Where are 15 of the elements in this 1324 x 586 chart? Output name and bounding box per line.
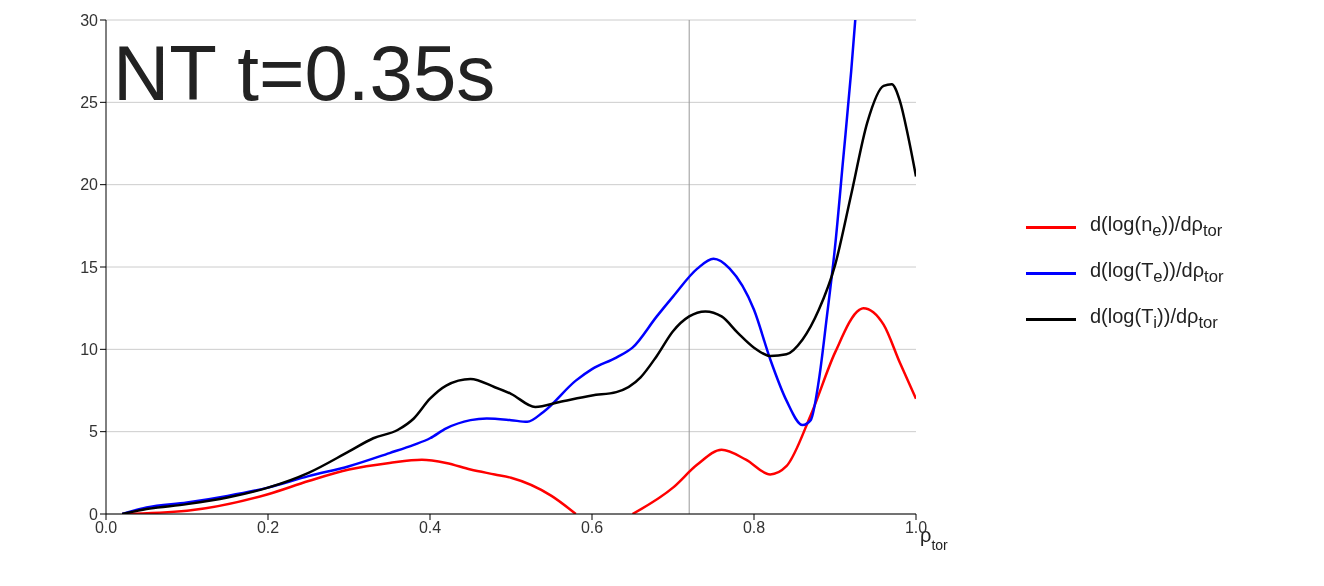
legend-label: d(log(T$_{e}$))/dρ$_{tor}$ xyxy=(1090,259,1224,287)
x-tick-label: 0.2 xyxy=(256,519,280,537)
chart-title: NT t=0.35s xyxy=(113,29,496,117)
y-tick-label: 15 xyxy=(80,258,99,276)
y-tick-label: 25 xyxy=(80,94,99,112)
x-tick-label: 0.6 xyxy=(580,519,604,537)
y-tick-label: 20 xyxy=(80,176,99,194)
legend-label: d(log(T$_{i}$))/dρ$_{tor}$ xyxy=(1090,305,1218,333)
y-tick-label: 5 xyxy=(89,423,99,441)
x-tick-label: 0.8 xyxy=(742,519,766,537)
y-tick-label: 30 xyxy=(80,11,99,29)
y-tick-label: 10 xyxy=(80,341,99,359)
legend-label: d(log(n$_{e}$))/dρ$_{tor}$ xyxy=(1090,213,1223,241)
x-tick-label: 0.4 xyxy=(418,519,442,537)
x-tick-label: 0.0 xyxy=(94,519,118,537)
